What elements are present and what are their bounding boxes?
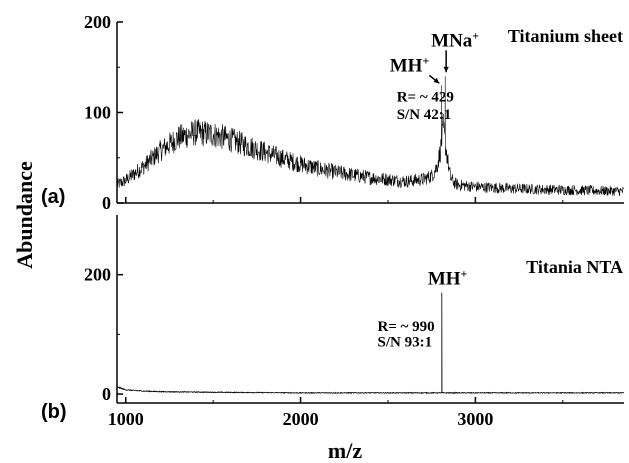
a-peak-arrowhead — [443, 66, 449, 73]
b-peak-label: MH+ — [428, 267, 468, 290]
a-y-tick-label: 200 — [84, 12, 111, 32]
a-annotation: S/N 42:1 — [397, 107, 452, 123]
panel-b-title: Titania NTA — [526, 257, 623, 277]
b-y-tick-label: 0 — [102, 384, 111, 404]
y-axis-label: Abundance — [12, 161, 37, 269]
panel-a-peak-labels: MH+MNa+ — [390, 28, 479, 84]
b-x-tick-label: 3000 — [457, 409, 493, 429]
a-peak-label: MH+ — [390, 53, 430, 76]
a-y-tick-label: 0 — [102, 193, 111, 213]
b-annotation: R= ~ 990 — [377, 319, 434, 335]
panel-b-peak-labels: MH+ — [428, 267, 468, 290]
panel-a-x-ticks — [124, 197, 564, 203]
panel-a-y-ticks: 0 100 200 — [84, 12, 123, 213]
a-peak-arrowhead — [433, 77, 440, 84]
a-peak-label: MNa+ — [431, 28, 479, 51]
x-axis-label: m/z — [328, 438, 362, 463]
panel-a-spectrum-trace — [116, 76, 624, 197]
a-annotation: R= ~ 429 — [397, 90, 454, 106]
b-annotation: S/N 93:1 — [377, 334, 432, 350]
b-x-tick-label: 1000 — [108, 409, 144, 429]
a-y-tick-label: 100 — [84, 103, 111, 123]
b-x-tick-label: 2000 — [283, 409, 319, 429]
panel-b: 0 200 1000 2000 3000 Titania NTA (b) R= ~ 9… — [41, 215, 625, 429]
panel-b-spectrum-trace — [116, 292, 625, 395]
panel-a-title: Titanium sheet — [508, 26, 623, 46]
panel-b-label: (b) — [41, 401, 67, 423]
panel-b-x-ticks: 1000 2000 3000 — [108, 397, 564, 429]
panel-a-label: (a) — [41, 186, 65, 208]
panel-b-y-ticks: 0 200 — [84, 265, 123, 404]
b-y-tick-label: 200 — [84, 265, 111, 285]
